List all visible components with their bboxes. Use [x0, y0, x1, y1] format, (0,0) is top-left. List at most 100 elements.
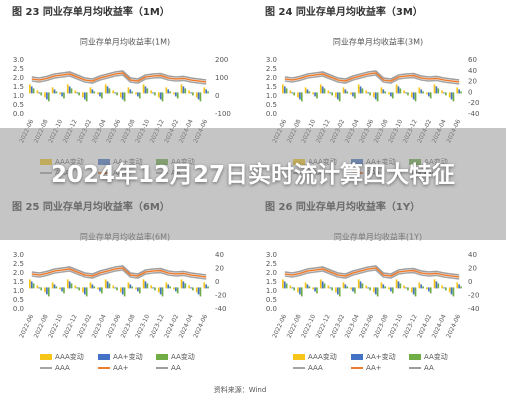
left-tick-label: 2.0	[13, 269, 24, 277]
bar	[460, 286, 462, 289]
bar	[93, 286, 96, 289]
bar	[352, 287, 354, 292]
bar	[367, 92, 369, 94]
bar	[36, 285, 39, 289]
bar	[192, 92, 194, 96]
bar	[114, 92, 116, 94]
bar	[159, 287, 162, 295]
bar	[335, 92, 337, 98]
bar	[395, 279, 398, 289]
bar	[30, 86, 33, 94]
bar	[412, 287, 415, 295]
left-tick-label: 0.5	[13, 296, 24, 304]
bar	[382, 89, 385, 94]
bar	[338, 287, 341, 297]
bar	[405, 92, 407, 94]
bar	[205, 89, 207, 94]
x-tick-label: 2024-06	[445, 313, 462, 339]
bar	[104, 279, 107, 289]
right-tick-label: -100	[215, 110, 231, 118]
figure-title: 图 24 同业存单月均收益率（3M）	[265, 5, 423, 18]
bar	[127, 282, 130, 289]
legend-label: AA变动	[171, 352, 195, 361]
bar	[342, 282, 345, 289]
bar	[85, 287, 88, 297]
bar	[89, 282, 92, 289]
bar	[445, 287, 447, 291]
bar	[127, 87, 130, 94]
bar	[44, 92, 46, 98]
bar	[32, 283, 35, 289]
bar	[195, 287, 198, 293]
bar	[410, 287, 413, 293]
bar	[68, 86, 71, 94]
bar	[407, 92, 409, 96]
bar	[323, 283, 326, 289]
bar	[173, 92, 175, 95]
bar	[304, 87, 307, 94]
bar	[195, 92, 198, 98]
bar	[135, 287, 137, 290]
bar	[323, 88, 326, 94]
bar	[205, 284, 207, 289]
bar	[165, 282, 168, 289]
bar	[367, 287, 369, 289]
bar	[51, 87, 54, 94]
bar	[427, 287, 430, 292]
bar	[350, 287, 352, 290]
bar	[142, 279, 145, 289]
line	[284, 267, 460, 278]
bar	[150, 285, 153, 289]
bar	[29, 84, 31, 94]
legend-swatch	[156, 354, 168, 360]
left-tick-label: 1.0	[266, 92, 277, 100]
bar	[316, 287, 318, 294]
right-tick-label: -20	[468, 99, 479, 107]
line	[284, 74, 460, 85]
bar	[388, 287, 390, 290]
bar	[182, 86, 185, 94]
bar	[55, 91, 58, 94]
legend-label: AA	[424, 364, 434, 372]
bar	[289, 285, 292, 289]
bar	[180, 279, 183, 289]
bar	[308, 286, 311, 289]
bar	[38, 92, 41, 94]
bar	[63, 287, 65, 294]
right-tick-label: 0	[468, 278, 472, 286]
bar	[197, 287, 200, 295]
bar	[199, 92, 202, 102]
bar	[410, 92, 413, 98]
bar	[38, 287, 41, 289]
bar	[312, 92, 315, 95]
bar	[369, 287, 371, 291]
bar	[435, 86, 438, 94]
bar	[285, 283, 288, 289]
left-tick-label: 0.0	[13, 110, 24, 118]
bar	[74, 90, 77, 94]
right-tick-label: 0	[215, 278, 219, 286]
bar	[161, 92, 164, 102]
bar	[157, 92, 160, 98]
bar	[418, 87, 421, 94]
bar	[161, 287, 164, 297]
bar	[150, 90, 153, 94]
bar	[329, 92, 332, 94]
bar	[437, 88, 440, 94]
legend-swatch	[293, 354, 305, 360]
bar	[291, 287, 294, 289]
left-tick-label: 2.0	[266, 74, 277, 82]
bar	[321, 281, 324, 289]
overlay-title: 2024年12月27日实时流计算四大特征	[50, 162, 456, 188]
bar	[131, 91, 134, 94]
bar	[121, 287, 124, 295]
bar	[384, 286, 387, 289]
bar	[452, 287, 455, 297]
left-tick-label: 0.5	[266, 101, 277, 109]
bar	[390, 92, 392, 97]
left-tick-label: 2.5	[13, 65, 24, 73]
bar	[380, 87, 383, 94]
line	[31, 70, 207, 81]
bar	[331, 287, 333, 291]
bar	[180, 84, 183, 94]
